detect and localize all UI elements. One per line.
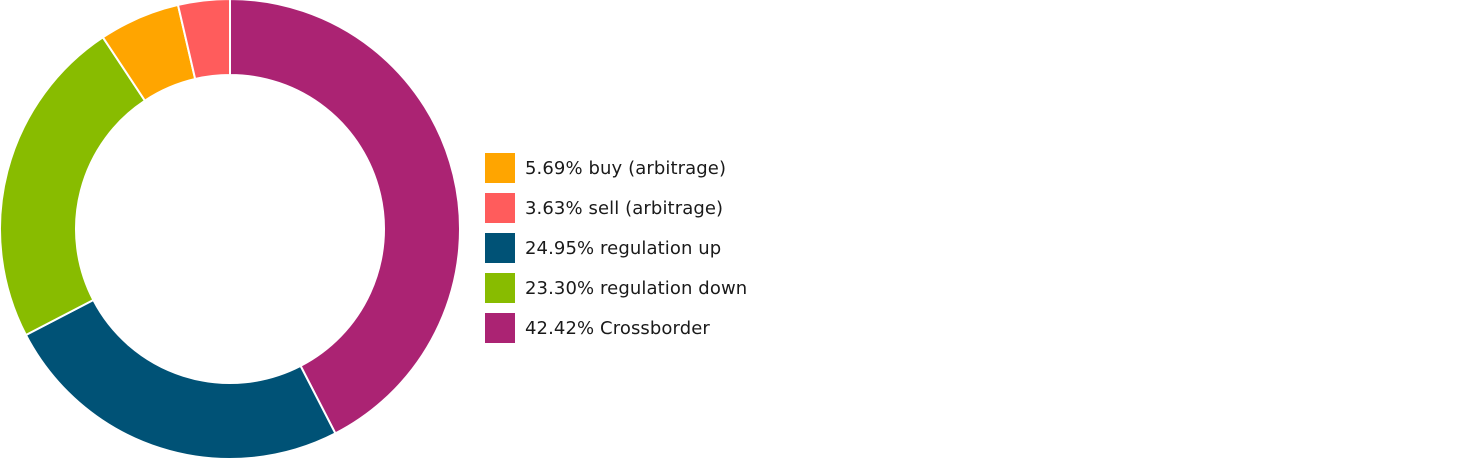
legend-label: 42.42% Crossborder	[525, 317, 710, 339]
legend-swatch	[485, 273, 515, 303]
legend-item-4: 42.42% Crossborder	[485, 313, 747, 343]
donut-slice-1	[176, 0, 231, 81]
legend-item-3: 23.30% regulation down	[485, 273, 747, 303]
chart-legend: 5.69% buy (arbitrage) 3.63% sell (arbitra…	[485, 153, 747, 353]
legend-item-2: 24.95% regulation up	[485, 233, 747, 263]
donut-chart	[0, 0, 461, 459]
legend-label: 23.30% regulation down	[525, 277, 748, 299]
legend-item-0: 5.69% buy (arbitrage)	[485, 153, 747, 183]
legend-swatch	[485, 193, 515, 223]
donut-slices	[0, 0, 461, 459]
legend-label: 3.63% sell (arbitrage)	[525, 197, 724, 219]
legend-item-1: 3.63% sell (arbitrage)	[485, 193, 747, 223]
donut-slice-4	[229, 0, 461, 435]
legend-swatch	[485, 313, 515, 343]
donut-slice-2	[24, 298, 337, 459]
legend-swatch	[485, 233, 515, 263]
legend-label: 5.69% buy (arbitrage)	[525, 157, 727, 179]
donut-slice-3	[0, 35, 147, 337]
legend-swatch	[485, 153, 515, 183]
legend-label: 24.95% regulation up	[525, 237, 722, 259]
